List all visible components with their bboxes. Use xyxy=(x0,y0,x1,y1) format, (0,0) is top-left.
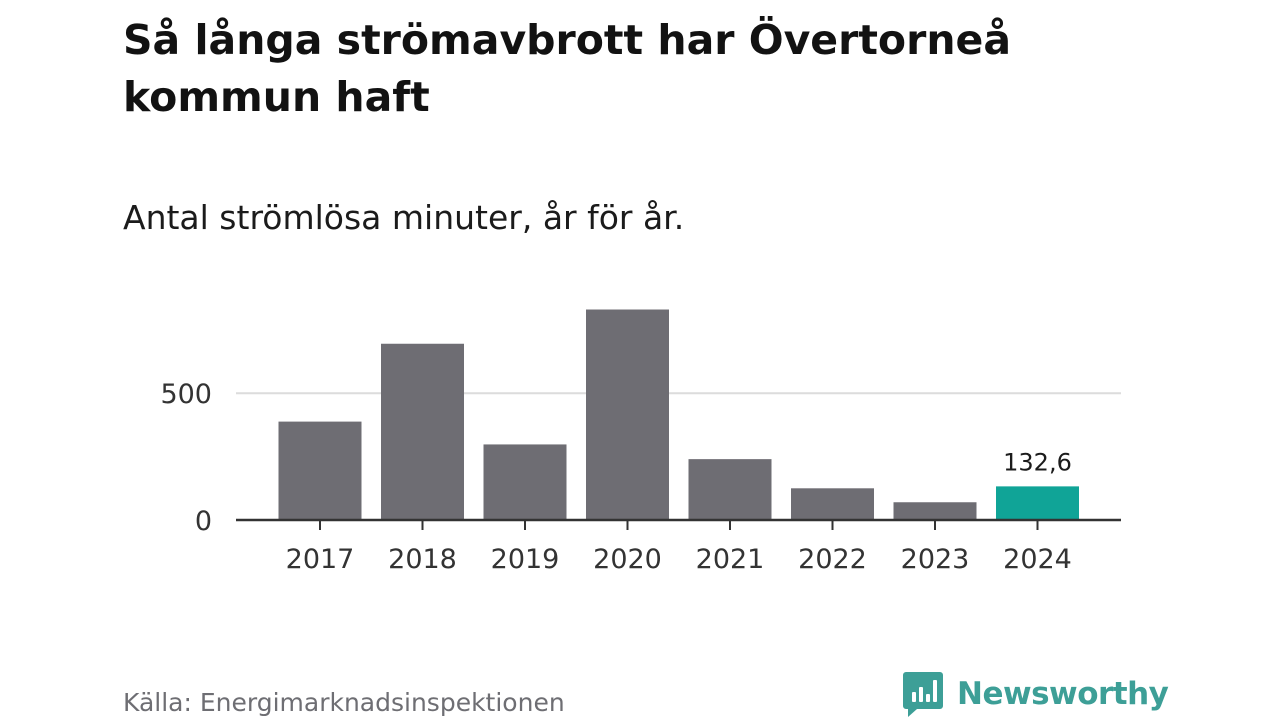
bar-highlight xyxy=(996,486,1079,520)
bar xyxy=(688,459,772,520)
bar xyxy=(381,343,464,520)
x-tick-label: 2022 xyxy=(798,544,867,575)
chart-subtitle: Antal strömlösa minuter, år för år. xyxy=(123,198,685,237)
bar xyxy=(278,421,362,520)
newsworthy-logo-icon xyxy=(903,672,943,717)
x-tick-label: 2020 xyxy=(593,544,662,575)
bar xyxy=(483,444,567,520)
x-tick-label: 2019 xyxy=(491,544,560,575)
source-note: Källa: Energimarknadsinspektionen xyxy=(123,688,565,717)
chart-title: Så långa strömavbrott har Övertorneå kom… xyxy=(123,16,1011,121)
bar xyxy=(586,309,669,520)
data-label: 132,6 xyxy=(1003,448,1072,476)
x-tick-label: 2017 xyxy=(286,544,355,575)
x-tick-label: 2018 xyxy=(388,544,457,575)
brand-name: Newsworthy xyxy=(957,676,1169,712)
x-tick-label: 2023 xyxy=(901,544,970,575)
bar xyxy=(893,502,977,520)
x-tick-label: 2021 xyxy=(696,544,765,575)
y-tick-label: 0 xyxy=(195,506,212,537)
y-tick-label: 500 xyxy=(160,379,212,410)
brand-logo: Newsworthy xyxy=(903,670,1169,718)
bar xyxy=(791,488,874,520)
x-tick-label: 2024 xyxy=(1003,544,1072,575)
